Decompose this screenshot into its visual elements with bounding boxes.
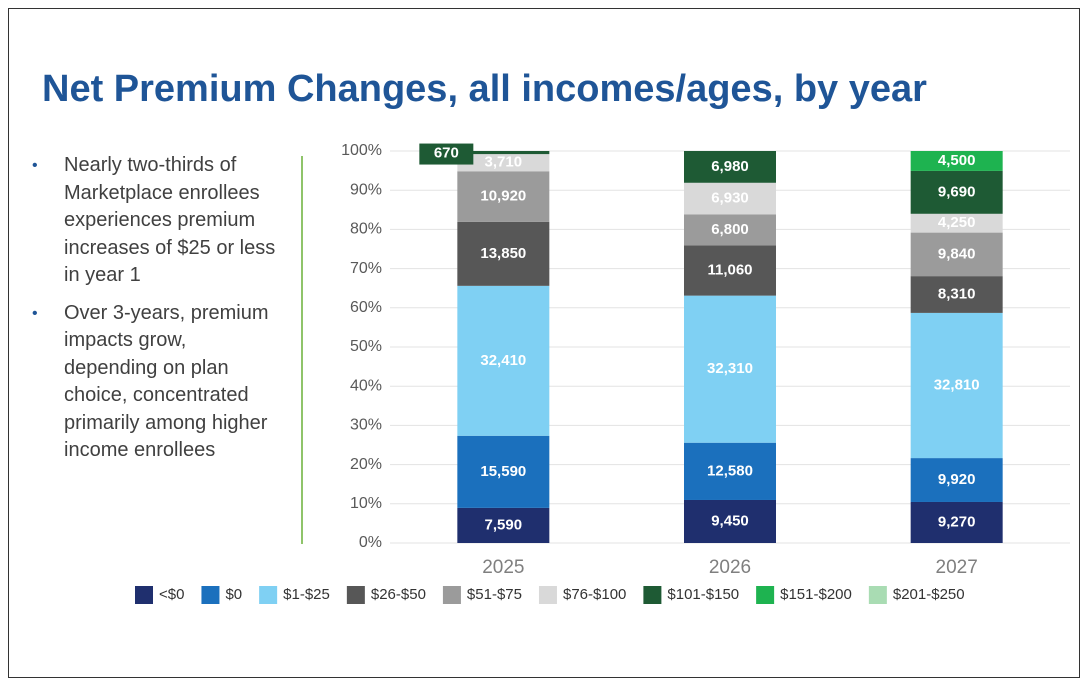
legend-swatch xyxy=(346,586,365,604)
data-label: 4,250 xyxy=(938,214,976,231)
y-tick-label: 60% xyxy=(350,299,382,316)
legend-swatch xyxy=(442,586,461,604)
bar-segment xyxy=(457,435,550,508)
data-label: 9,840 xyxy=(938,245,976,262)
y-tick-label: 50% xyxy=(350,338,382,355)
bar-segment xyxy=(910,151,1003,171)
bullet-list: Nearly two-thirds of Marketplace enrolle… xyxy=(28,152,278,475)
data-label: 15,590 xyxy=(480,463,526,480)
data-label: 10,920 xyxy=(480,187,526,204)
y-tick-label: 10% xyxy=(350,495,382,512)
legend-swatch xyxy=(643,586,662,604)
legend-swatch xyxy=(201,586,220,604)
data-label: 11,060 xyxy=(707,261,752,278)
bar-segment xyxy=(684,151,776,183)
bar-segment xyxy=(910,276,1003,313)
bar-segment xyxy=(910,458,1003,502)
data-label: 12,580 xyxy=(707,462,753,479)
legend-label: $201-$250 xyxy=(893,586,965,603)
data-label: 9,270 xyxy=(938,513,976,530)
legend-swatch xyxy=(259,586,278,604)
data-label: 3,710 xyxy=(485,154,523,171)
data-label: 9,450 xyxy=(711,512,749,529)
legend-label: $151-$200 xyxy=(780,586,852,603)
divider xyxy=(301,156,303,544)
y-tick-label: 90% xyxy=(350,181,382,198)
legend-label: $76-$100 xyxy=(563,586,626,603)
bar-segment xyxy=(684,182,776,215)
legend-label: $0 xyxy=(225,586,242,603)
data-label: 9,690 xyxy=(938,183,976,200)
bar-segment xyxy=(457,221,550,286)
data-label: 7,590 xyxy=(485,516,523,533)
legend-swatch xyxy=(135,586,153,604)
data-label: 13,850 xyxy=(480,245,526,262)
data-label: 4,500 xyxy=(938,152,976,169)
data-label: 6,980 xyxy=(711,158,749,175)
x-tick-label: 2026 xyxy=(709,557,751,578)
y-tick-label: 30% xyxy=(350,417,382,434)
y-tick-label: 70% xyxy=(350,260,382,277)
bar-segment xyxy=(684,499,776,543)
legend-label: $26-$50 xyxy=(371,586,426,603)
data-label: 9,920 xyxy=(938,471,976,488)
bar-segment xyxy=(910,501,1003,543)
legend-swatch xyxy=(868,586,887,604)
data-label: 6,800 xyxy=(711,221,749,238)
legend-swatch xyxy=(756,586,775,604)
y-tick-label: 0% xyxy=(359,534,382,551)
bar-segment xyxy=(684,245,776,296)
data-label: 670 xyxy=(434,145,459,162)
data-label: 32,410 xyxy=(480,352,526,369)
legend-label: $1-$25 xyxy=(283,586,330,603)
bar-segment xyxy=(457,507,550,543)
bar-segment xyxy=(910,170,1003,214)
data-label: 32,310 xyxy=(707,360,753,377)
legend-label: $101-$150 xyxy=(667,586,739,603)
data-label: 8,310 xyxy=(938,285,976,302)
slide-frame xyxy=(8,8,1080,678)
bar-segment xyxy=(910,312,1003,459)
y-tick-label: 40% xyxy=(350,377,382,394)
y-tick-label: 20% xyxy=(350,456,382,473)
bar-segment xyxy=(684,214,776,246)
legend-label: $51-$75 xyxy=(467,586,522,603)
x-tick-label: 2027 xyxy=(936,557,978,578)
data-label-box xyxy=(419,143,474,165)
data-label: 32,810 xyxy=(934,376,980,393)
bar-segment xyxy=(457,285,550,436)
data-label: 6,930 xyxy=(711,190,749,207)
y-tick-label: 80% xyxy=(350,221,382,238)
bar-segment xyxy=(910,232,1003,277)
bar-segment xyxy=(684,442,776,500)
legend-swatch xyxy=(538,586,557,604)
bullet: Over 3-years, premium impacts grow, depe… xyxy=(28,300,278,465)
bullet: Nearly two-thirds of Marketplace enrolle… xyxy=(28,152,278,290)
bar-segment xyxy=(457,154,550,172)
bar-segment xyxy=(684,295,776,443)
bar-segment xyxy=(457,171,550,222)
bar-segment xyxy=(910,213,1003,233)
x-tick-label: 2025 xyxy=(482,557,524,578)
legend-label: <$0 xyxy=(159,586,184,603)
y-tick-label: 100% xyxy=(341,142,382,159)
chart-title: Net Premium Changes, all incomes/ages, b… xyxy=(42,68,927,110)
bar-segment xyxy=(457,151,550,155)
